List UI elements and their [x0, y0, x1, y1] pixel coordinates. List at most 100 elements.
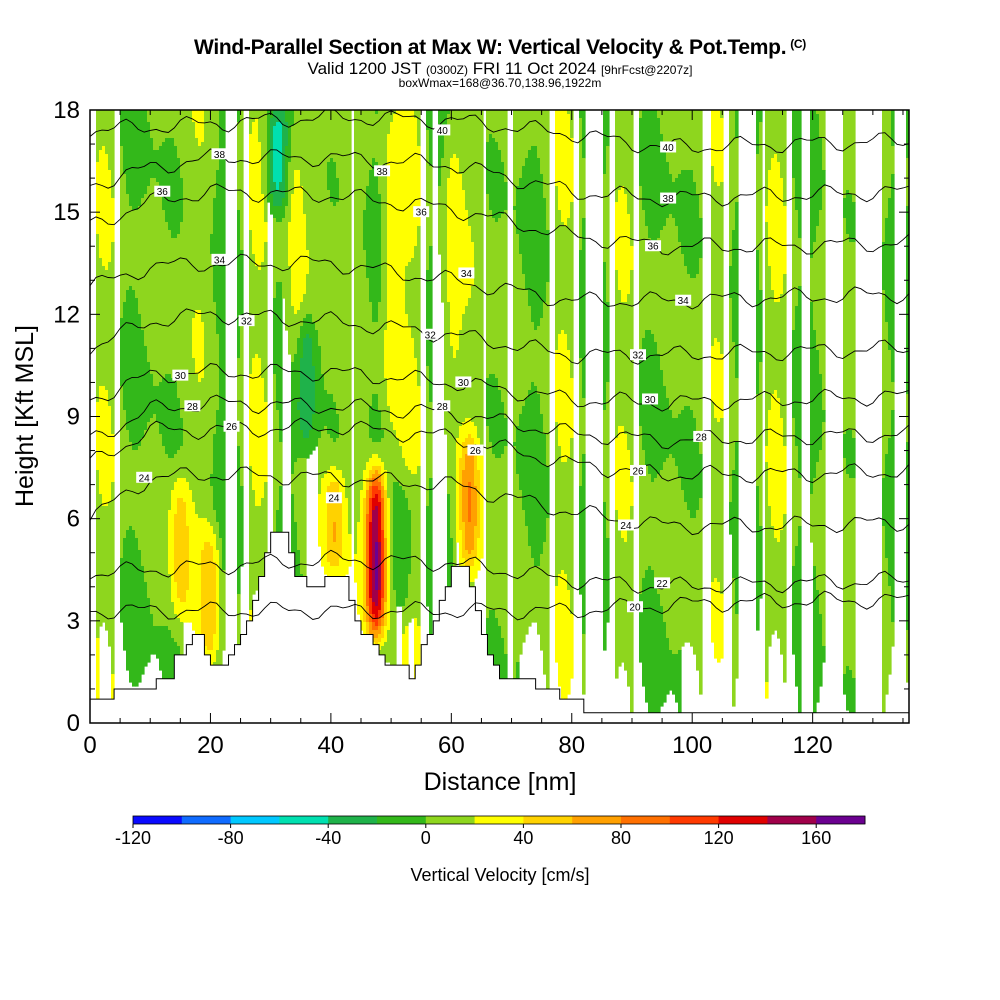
velocity-cell — [180, 110, 184, 179]
velocity-cell — [399, 446, 403, 487]
velocity-cell — [771, 158, 775, 291]
velocity-cell — [519, 178, 523, 255]
velocity-cell — [126, 530, 130, 671]
velocity-cell — [729, 502, 733, 535]
velocity-cell — [660, 470, 664, 607]
velocity-cell — [474, 486, 478, 527]
velocity-cell — [180, 478, 184, 499]
velocity-cell — [132, 290, 136, 451]
velocity-cell — [417, 110, 421, 147]
velocity-cell — [354, 554, 358, 583]
velocity-cell — [174, 238, 178, 383]
velocity-cell — [375, 494, 379, 507]
velocity-cell — [405, 598, 409, 627]
velocity-cell — [882, 478, 886, 527]
velocity-cell — [765, 462, 769, 683]
velocity-cell — [273, 218, 277, 299]
velocity-cell — [717, 582, 721, 663]
velocity-cell — [534, 566, 538, 623]
contour-label-box — [660, 141, 677, 153]
y-tick-label: 3 — [67, 608, 80, 635]
velocity-cell — [300, 358, 304, 431]
velocity-cell — [306, 314, 310, 335]
velocity-cell — [906, 158, 909, 207]
velocity-cell — [546, 230, 550, 283]
velocity-cell — [324, 426, 328, 475]
velocity-cell — [291, 194, 295, 307]
velocity-cell — [663, 622, 667, 703]
velocity-cell — [198, 518, 202, 663]
velocity-cell — [720, 418, 724, 595]
velocity-cell — [249, 134, 253, 231]
velocity-cell — [345, 498, 349, 575]
velocity-cell — [153, 626, 157, 655]
velocity-cell — [204, 110, 208, 519]
valid-time-line: Valid 1200 JST (0300Z) FRI 11 Oct 2024 [… — [0, 59, 1000, 79]
velocity-cell — [327, 190, 331, 395]
velocity-cell — [411, 474, 415, 619]
velocity-cell — [813, 242, 817, 331]
velocity-cell — [771, 290, 775, 395]
velocity-cell — [546, 518, 550, 707]
velocity-cell — [171, 138, 175, 239]
velocity-cell — [681, 170, 685, 255]
velocity-cell — [798, 110, 802, 239]
colorbar-tick-label: 160 — [801, 828, 831, 848]
velocity-cell — [657, 110, 661, 119]
y-tick-label: 15 — [53, 199, 80, 226]
velocity-cell — [606, 302, 610, 383]
velocity-cell — [207, 522, 211, 543]
velocity-cell — [555, 110, 559, 187]
contour-label-text: 22 — [657, 579, 669, 590]
velocity-cell — [564, 574, 568, 703]
velocity-cell — [657, 354, 661, 475]
velocity-cell — [516, 234, 520, 427]
velocity-cell — [486, 426, 490, 619]
velocity-cell — [96, 162, 100, 235]
velocity-cell — [120, 318, 124, 387]
velocity-cell — [378, 618, 382, 627]
velocity-cell — [339, 558, 343, 583]
velocity-cell — [735, 110, 739, 139]
velocity-cell — [372, 474, 376, 479]
velocity-cell — [201, 322, 205, 379]
velocity-cell — [186, 482, 190, 527]
velocity-cell — [579, 110, 583, 119]
velocity-cell — [528, 306, 532, 391]
velocity-cell — [120, 386, 124, 559]
velocity-cell — [381, 646, 385, 663]
velocity-cell — [519, 414, 523, 491]
velocity-cell — [237, 122, 241, 211]
colorbar-swatch — [621, 816, 671, 824]
velocity-cell — [720, 110, 724, 119]
velocity-cell — [402, 490, 406, 607]
x-tick-label: 60 — [438, 732, 465, 759]
velocity-cell — [309, 338, 313, 431]
velocity-cell — [798, 286, 802, 479]
velocity-cell — [906, 394, 909, 443]
velocity-cell — [846, 474, 850, 667]
velocity-cell — [210, 526, 214, 547]
velocity-cell — [546, 110, 550, 231]
velocity-cell — [564, 334, 568, 463]
velocity-cell — [699, 454, 703, 499]
velocity-cell — [210, 474, 214, 487]
velocity-cell — [672, 218, 676, 419]
contour-label-text: 20 — [629, 603, 641, 614]
contour-label: 26 — [223, 420, 240, 433]
contour-label-box — [154, 185, 171, 197]
velocity-cell — [849, 194, 853, 243]
velocity-cell — [684, 110, 688, 171]
velocity-cell — [282, 218, 286, 299]
velocity-cell — [390, 110, 394, 123]
velocity-cell — [312, 366, 316, 415]
velocity-cell — [891, 410, 895, 623]
velocity-cell — [798, 526, 802, 715]
velocity-cell — [651, 482, 655, 571]
velocity-cell — [645, 110, 649, 227]
velocity-cell — [561, 462, 565, 571]
velocity-cell — [360, 110, 364, 491]
velocity-cell — [96, 234, 100, 403]
velocity-cell — [660, 370, 664, 471]
velocity-cell — [459, 458, 463, 531]
